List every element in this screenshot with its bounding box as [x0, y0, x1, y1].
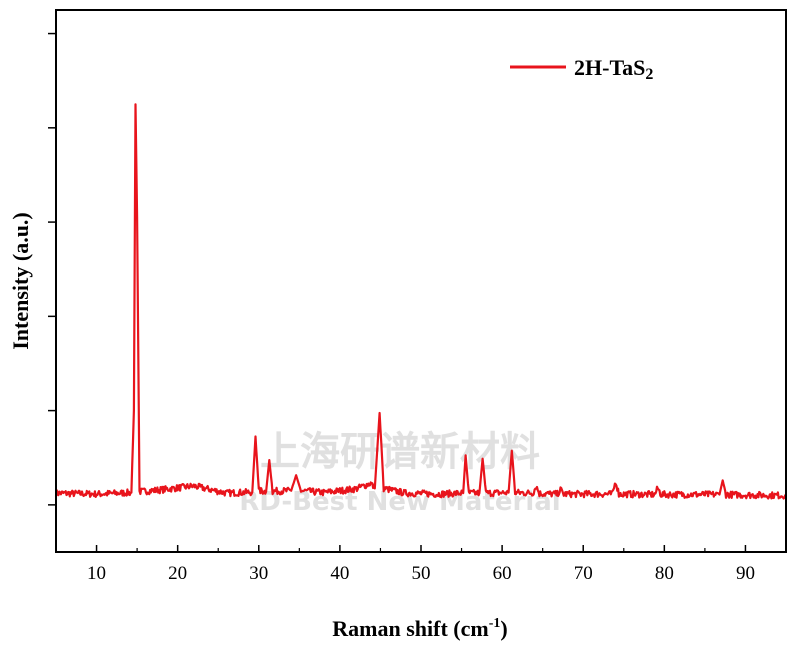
x-axis-title-main: Raman shift (cm	[332, 616, 488, 641]
x-axis-title-end: )	[500, 616, 507, 641]
x-axis-title: Raman shift (cm-1)	[332, 616, 507, 641]
x-tick-label-10: 10	[87, 563, 106, 584]
y-axis-ticks	[48, 32, 56, 506]
watermark: 上海研谱新材料 RD-Best New Material	[239, 429, 560, 517]
legend-label: 2H-TaS2	[574, 55, 653, 83]
x-tick-label-40: 40	[330, 563, 349, 584]
x-tick-label-60: 60	[493, 563, 512, 584]
legend-series-name: 2H-TaS	[574, 55, 645, 80]
series-line-2H-TaS2	[54, 103, 787, 500]
watermark-chinese: 上海研谱新材料	[260, 429, 540, 475]
legend-series-subscript: 2	[645, 66, 653, 83]
x-tick-label-90: 90	[736, 563, 755, 584]
x-tick-label-70: 70	[574, 563, 593, 584]
x-tick-label-80: 80	[655, 563, 674, 584]
x-tick-label-50: 50	[412, 563, 431, 584]
x-axis-title-superscript: -1	[489, 616, 501, 631]
y-axis-title: Intensity (a.u.)	[8, 212, 33, 350]
x-tick-label-20: 20	[168, 563, 187, 584]
x-axis-ticks: 10 20 30 40 50 60 70 80 90	[55, 545, 787, 584]
x-tick-label-30: 30	[249, 563, 268, 584]
legend: 2H-TaS2	[510, 55, 653, 83]
series-layer	[54, 103, 787, 500]
